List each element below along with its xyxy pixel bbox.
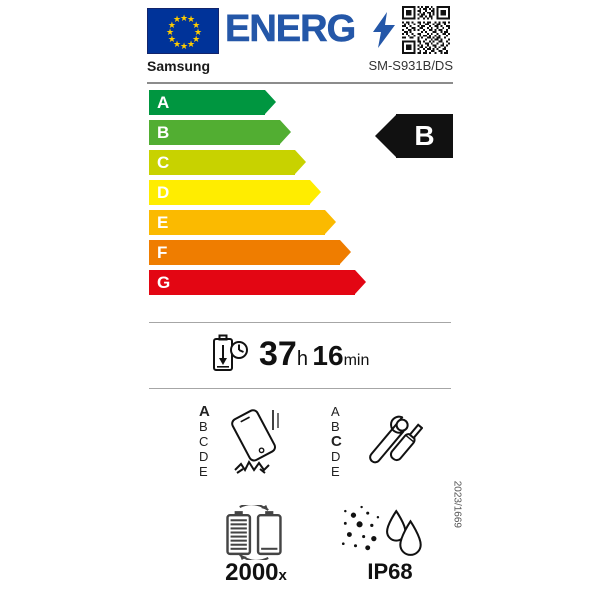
bar-body [149,90,265,115]
drop-class-b: B [199,419,208,434]
eu-star: ★ [172,14,182,25]
brand-model-row: Samsung SM-S931B/DS [147,58,453,82]
energy-class-bar-a: A [149,90,276,115]
repair-class-c: C [331,433,342,450]
bar-arrow-tip [325,210,336,234]
divider-below-battery-life [149,388,451,389]
eu-star: ★ [179,12,189,23]
eu-star: ★ [192,19,201,30]
bar-shape: A [149,90,276,115]
bar-arrow-tip [265,90,276,114]
badge-arrow-shape [375,114,397,158]
ingress-protection-section: IP68 [325,505,455,585]
drop-class-c: C [199,434,209,449]
bar-arrow-tip [310,180,321,204]
battery-life-section: 37h 16min [147,330,453,378]
bar-shape: F [149,240,351,265]
bar-letter: B [157,123,170,142]
bar-arrow-tip [280,120,291,144]
ip-rating-value: IP68 [367,559,413,584]
wrench-screwdriver-icon [369,415,423,464]
rating-letter: B [414,120,435,151]
lightning-bolt-icon [373,12,395,48]
battery-minutes-unit: min [343,352,370,369]
repair-class-e: E [331,464,340,479]
label-header: ★ ★ ★ ★ ★ ★ ★ ★ ★ ★ ★ ★ ENERG [147,6,453,54]
bar-letter: F [157,243,168,262]
bar-shape: D [149,180,321,205]
battery-life-value: 37h 16min [259,330,369,378]
bar-shape: G [149,270,366,295]
divider-header [147,82,453,84]
repair-class-d: D [331,449,341,464]
bar-body [149,120,280,145]
bar-body [149,150,295,175]
energy-class-bar-g: G [149,270,366,295]
cycles-number: 2000 [225,559,279,586]
energy-class-bar-d: D [149,180,321,205]
battery-hours: 37 [259,335,297,373]
battery-cycles-value: 2000x [191,559,321,587]
battery-clock-icon [213,334,248,371]
repair-class-b: B [331,419,340,434]
energy-wordmark: ENERG [225,8,357,50]
energy-class-bar-e: E [149,210,336,235]
eu-star: ★ [167,19,176,30]
bar-letter: G [157,273,171,292]
bar-body [149,270,355,295]
bar-shape: B [149,120,291,145]
eu-star: ★ [186,38,196,49]
eu-star: ★ [186,14,196,25]
badge-body [396,114,453,158]
battery-minutes: 16 [312,340,344,371]
drop-class-e: E [199,464,208,479]
energy-class-bar-c: C [149,150,306,175]
bar-body [149,210,325,235]
bar-letter: C [157,153,170,172]
energy-class-bar-f: F [149,240,351,265]
dropping-phone-icon [231,409,279,474]
bar-arrow-tip [340,240,351,264]
bar-body [149,180,310,205]
bar-shape: C [149,150,306,175]
bar-arrow-tip [295,150,306,174]
eu-star: ★ [193,26,203,37]
battery-cycles-section: 2000x [191,505,321,587]
energy-label-card: ★ ★ ★ ★ ★ ★ ★ ★ ★ ★ ★ ★ ENERG [135,0,465,600]
eu-flag: ★ ★ ★ ★ ★ ★ ★ ★ ★ ★ ★ ★ [147,8,219,54]
eu-star: ★ [179,40,189,51]
bar-shape: E [149,210,336,235]
energy-class-bar-b: B [149,120,291,145]
bar-letter: A [157,93,170,112]
energy-rating-badge: B [375,114,453,158]
battery-hours-unit: h [296,348,308,370]
eu-star: ★ [172,38,182,49]
qr-code [402,6,450,54]
dust-water-resistance-icon [341,505,422,556]
eu-star: ★ [167,33,176,44]
repair-class-a: A [331,404,340,419]
drop-class-d: D [199,449,209,464]
regulation-number: 2023/1669 [451,480,462,528]
eu-star: ★ [192,33,201,44]
bar-body [149,240,340,265]
drop-class-a: A [199,403,210,420]
model-identifier: SM-S931B/DS [368,58,453,73]
brand-name: Samsung [147,58,211,74]
eu-star: ★ [165,26,175,37]
divider-above-battery-life [149,322,451,323]
bar-letter: D [157,183,170,202]
bar-letter: E [157,213,169,232]
cycles-unit: x [278,567,287,584]
bar-arrow-tip [355,270,366,294]
battery-cycles-icon [226,505,282,560]
